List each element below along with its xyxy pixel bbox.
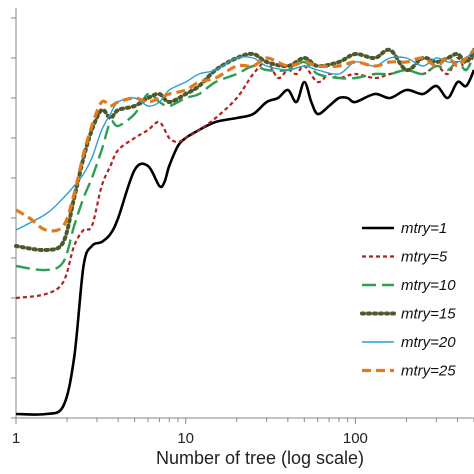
x-tick-label: 1 [12,430,20,447]
series-line-mtry-25 [15,48,474,233]
x-tick-label: 100 [343,430,368,447]
x-axis-title: Number of tree (log scale) [156,448,364,468]
series-line-mtry-5 [15,53,474,300]
series-line-mtry-20 [15,49,474,231]
legend-label: mtry=15 [401,306,456,323]
x-tick-labels: 1 10 100 [12,430,368,447]
series-line-mtry-1 [15,69,474,416]
legend-label: mtry=25 [401,363,456,380]
legend-label: mtry=10 [401,277,456,294]
axes [11,8,474,424]
legend: mtry=1 mtry=5 mtry=10 mtry=15 mtry=20 mtry=25 [360,220,456,380]
series-line-mtry-10 [15,53,474,272]
legend-label: mtry=1 [401,220,447,237]
series-layer [14,47,474,416]
legend-label: mtry=5 [401,249,448,266]
x-tick-label: 10 [177,430,194,447]
legend-label: mtry=20 [401,334,456,351]
